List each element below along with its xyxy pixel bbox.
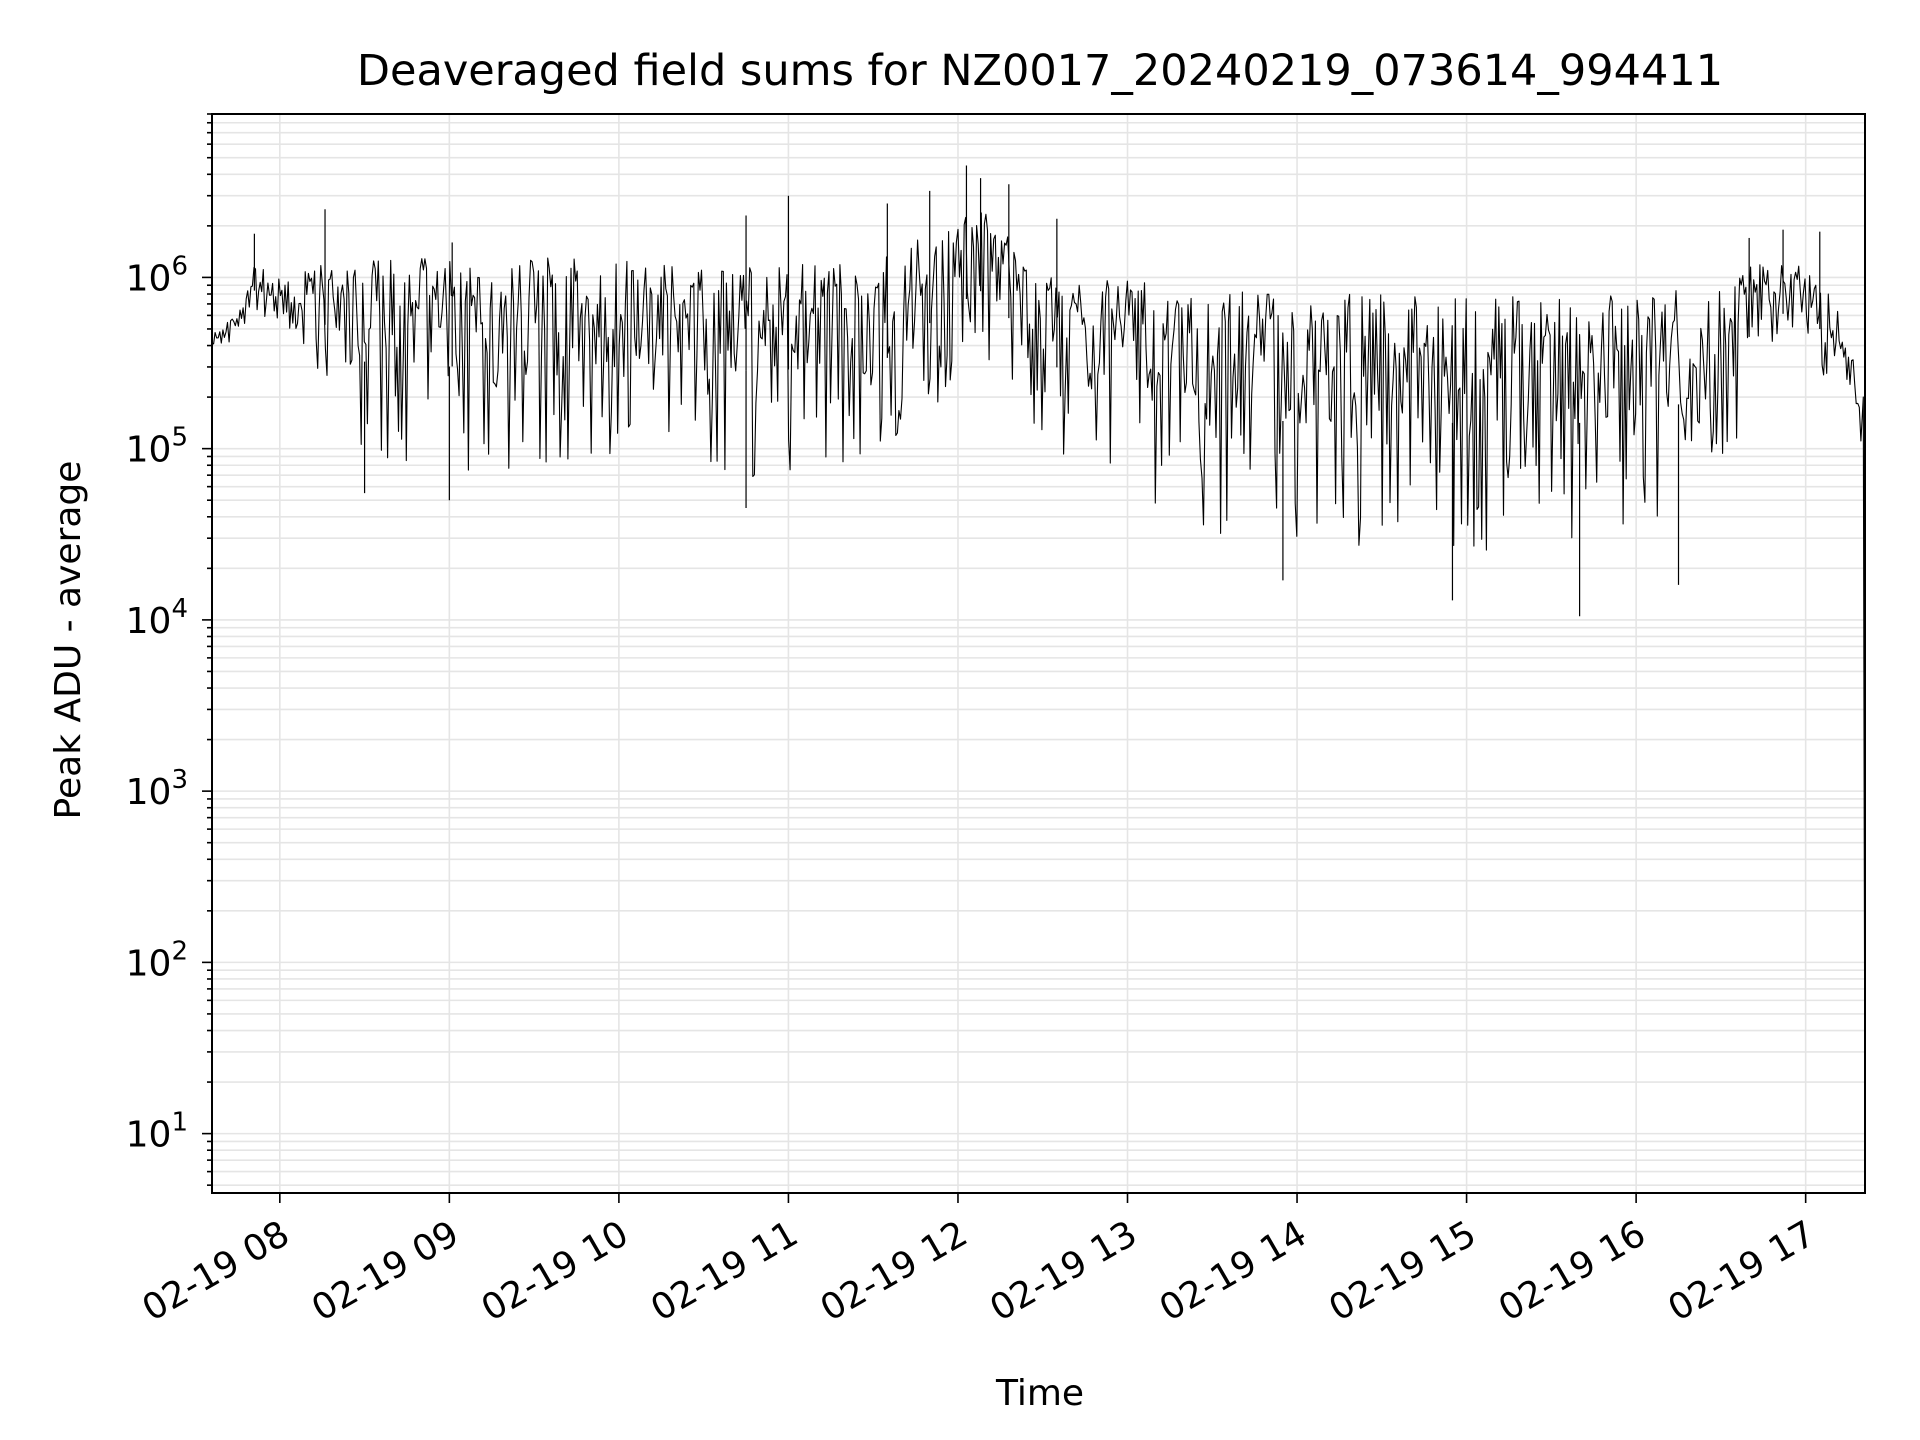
y-tick-label: 104 xyxy=(126,594,188,642)
x-axis-label: Time xyxy=(995,1373,1084,1414)
y-axis-label: Peak ADU - average xyxy=(48,461,89,820)
y-tick-label: 103 xyxy=(126,765,188,813)
plot-area xyxy=(211,165,1866,1186)
y-tick-label: 101 xyxy=(126,1108,188,1156)
y-tick-label: 102 xyxy=(126,936,188,984)
series-line xyxy=(211,212,1866,1186)
y-tick-label: 105 xyxy=(126,423,188,471)
y-tick-label: 106 xyxy=(126,251,188,299)
grid xyxy=(212,113,1865,1193)
chart-title: Deaveraged field sums for NZ0017_2024021… xyxy=(357,46,1723,96)
plot-frame xyxy=(211,113,1866,1194)
